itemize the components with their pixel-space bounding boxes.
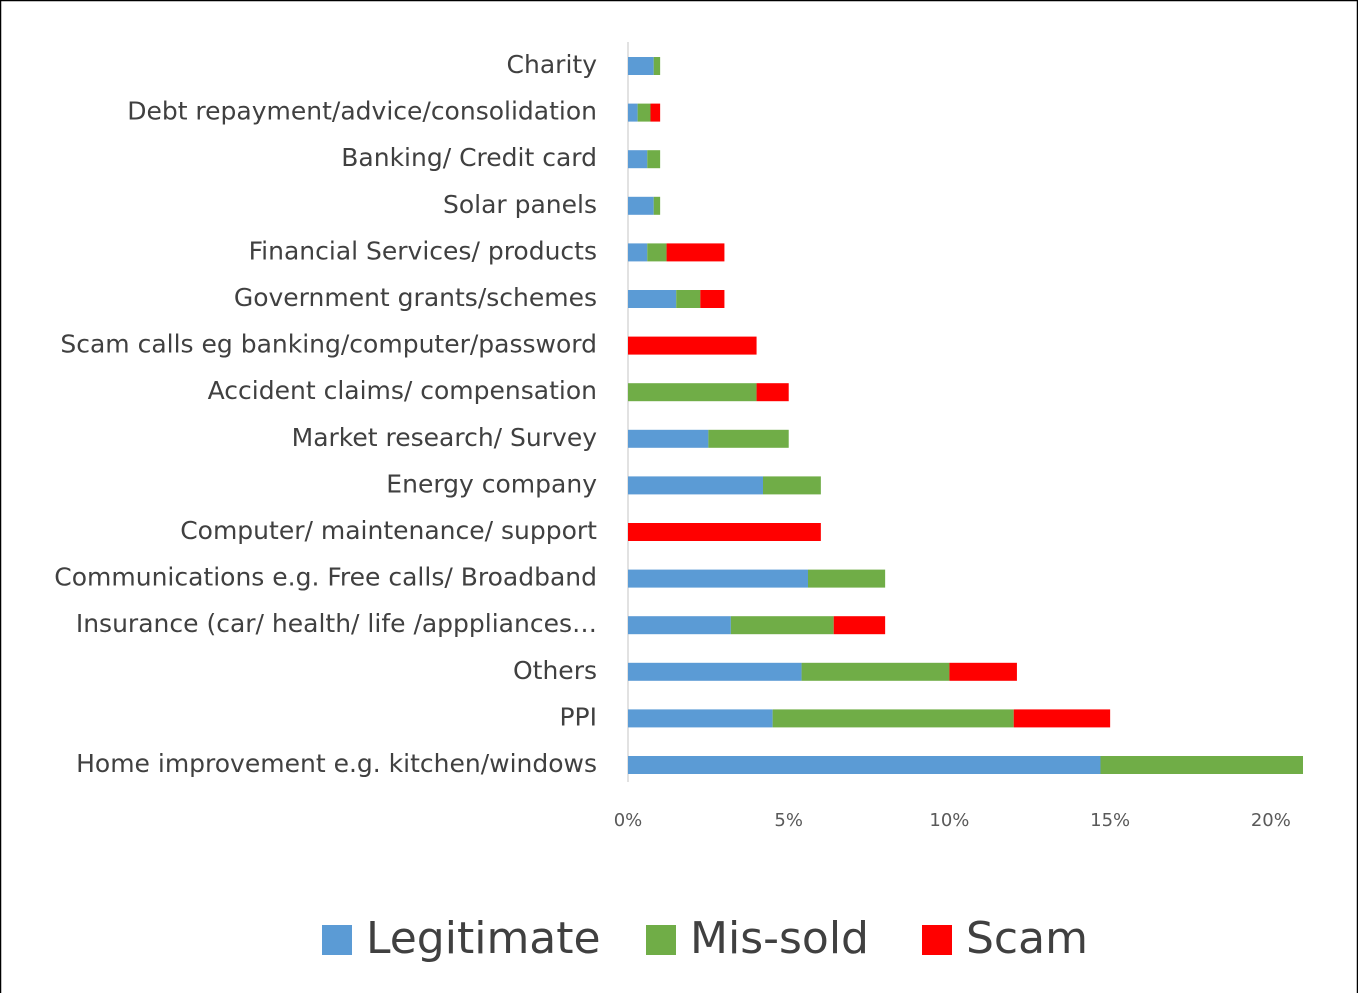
y-tick-label: Others bbox=[513, 656, 597, 685]
y-tick-label: Computer/ maintenance/ support bbox=[180, 516, 597, 545]
legend-swatch bbox=[922, 925, 952, 955]
bar-segment bbox=[628, 150, 648, 169]
y-tick-label: Market research/ Survey bbox=[292, 423, 598, 452]
legend-swatch bbox=[322, 925, 352, 955]
bar-segment bbox=[676, 290, 701, 308]
bar-segment bbox=[700, 290, 725, 308]
bar-segment bbox=[772, 709, 1014, 728]
bar-segment bbox=[650, 103, 661, 122]
y-tick-label: Government grants/schemes bbox=[234, 283, 597, 312]
y-tick-label: Scam calls eg banking/computer/password bbox=[60, 330, 597, 359]
bar-segment bbox=[628, 523, 821, 541]
bar-segment bbox=[756, 383, 789, 402]
bar-segment bbox=[628, 383, 757, 402]
bar-segment bbox=[628, 196, 654, 215]
bar-segment bbox=[653, 57, 661, 75]
y-tick-label: Financial Services/ products bbox=[249, 236, 597, 265]
x-tick-label: 10% bbox=[929, 810, 969, 831]
legend-label: Mis-sold bbox=[690, 913, 869, 964]
bar-segment bbox=[637, 103, 651, 122]
y-tick-label: PPI bbox=[559, 702, 597, 731]
bar-segment bbox=[833, 616, 886, 635]
bar-segment bbox=[708, 429, 789, 448]
x-tick-label: 15% bbox=[1090, 810, 1130, 831]
legend-swatch bbox=[646, 925, 676, 955]
bar-segment bbox=[763, 476, 821, 495]
bar-segment bbox=[628, 756, 1101, 774]
bar-segment bbox=[628, 616, 731, 635]
bar-segment bbox=[647, 150, 661, 169]
bar-segment bbox=[666, 243, 725, 262]
bar-segment bbox=[628, 569, 808, 588]
bar-segment bbox=[628, 709, 773, 728]
bar-segment bbox=[949, 662, 1017, 681]
legend-label: Legitimate bbox=[366, 913, 601, 964]
bar-segment bbox=[628, 103, 638, 122]
bar-segment bbox=[628, 336, 757, 355]
bar-segment bbox=[628, 429, 709, 448]
y-tick-label: Insurance (car/ health/ life /apppliance… bbox=[76, 609, 597, 638]
bar-segment bbox=[628, 662, 802, 681]
bar-segment bbox=[730, 616, 834, 635]
x-tick-label: 5% bbox=[774, 810, 803, 831]
y-tick-label: Communications e.g. Free calls/ Broadban… bbox=[54, 563, 597, 592]
y-tick-label: Debt repayment/advice/consolidation bbox=[127, 97, 597, 126]
y-tick-label: Charity bbox=[507, 50, 598, 79]
y-tick-label: Energy company bbox=[386, 469, 597, 498]
legend-label: Scam bbox=[966, 913, 1088, 964]
y-tick-label: Home improvement e.g. kitchen/windows bbox=[76, 749, 597, 778]
bar-segment bbox=[801, 662, 950, 681]
bar-segment bbox=[1100, 756, 1303, 774]
y-tick-label: Solar panels bbox=[443, 190, 597, 219]
bar-segment bbox=[628, 57, 654, 75]
x-tick-label: 0% bbox=[614, 810, 643, 831]
bar-segment bbox=[628, 290, 677, 308]
bar-segment bbox=[1013, 709, 1111, 728]
y-tick-label: Banking/ Credit card bbox=[341, 143, 597, 172]
bar-segment bbox=[653, 196, 661, 215]
bar-segment bbox=[808, 569, 886, 588]
bar-segment bbox=[647, 243, 667, 262]
bar-segment bbox=[628, 243, 648, 262]
x-tick-label: 20% bbox=[1251, 810, 1291, 831]
y-tick-label: Accident claims/ compensation bbox=[208, 376, 597, 405]
bar-segment bbox=[628, 476, 763, 495]
